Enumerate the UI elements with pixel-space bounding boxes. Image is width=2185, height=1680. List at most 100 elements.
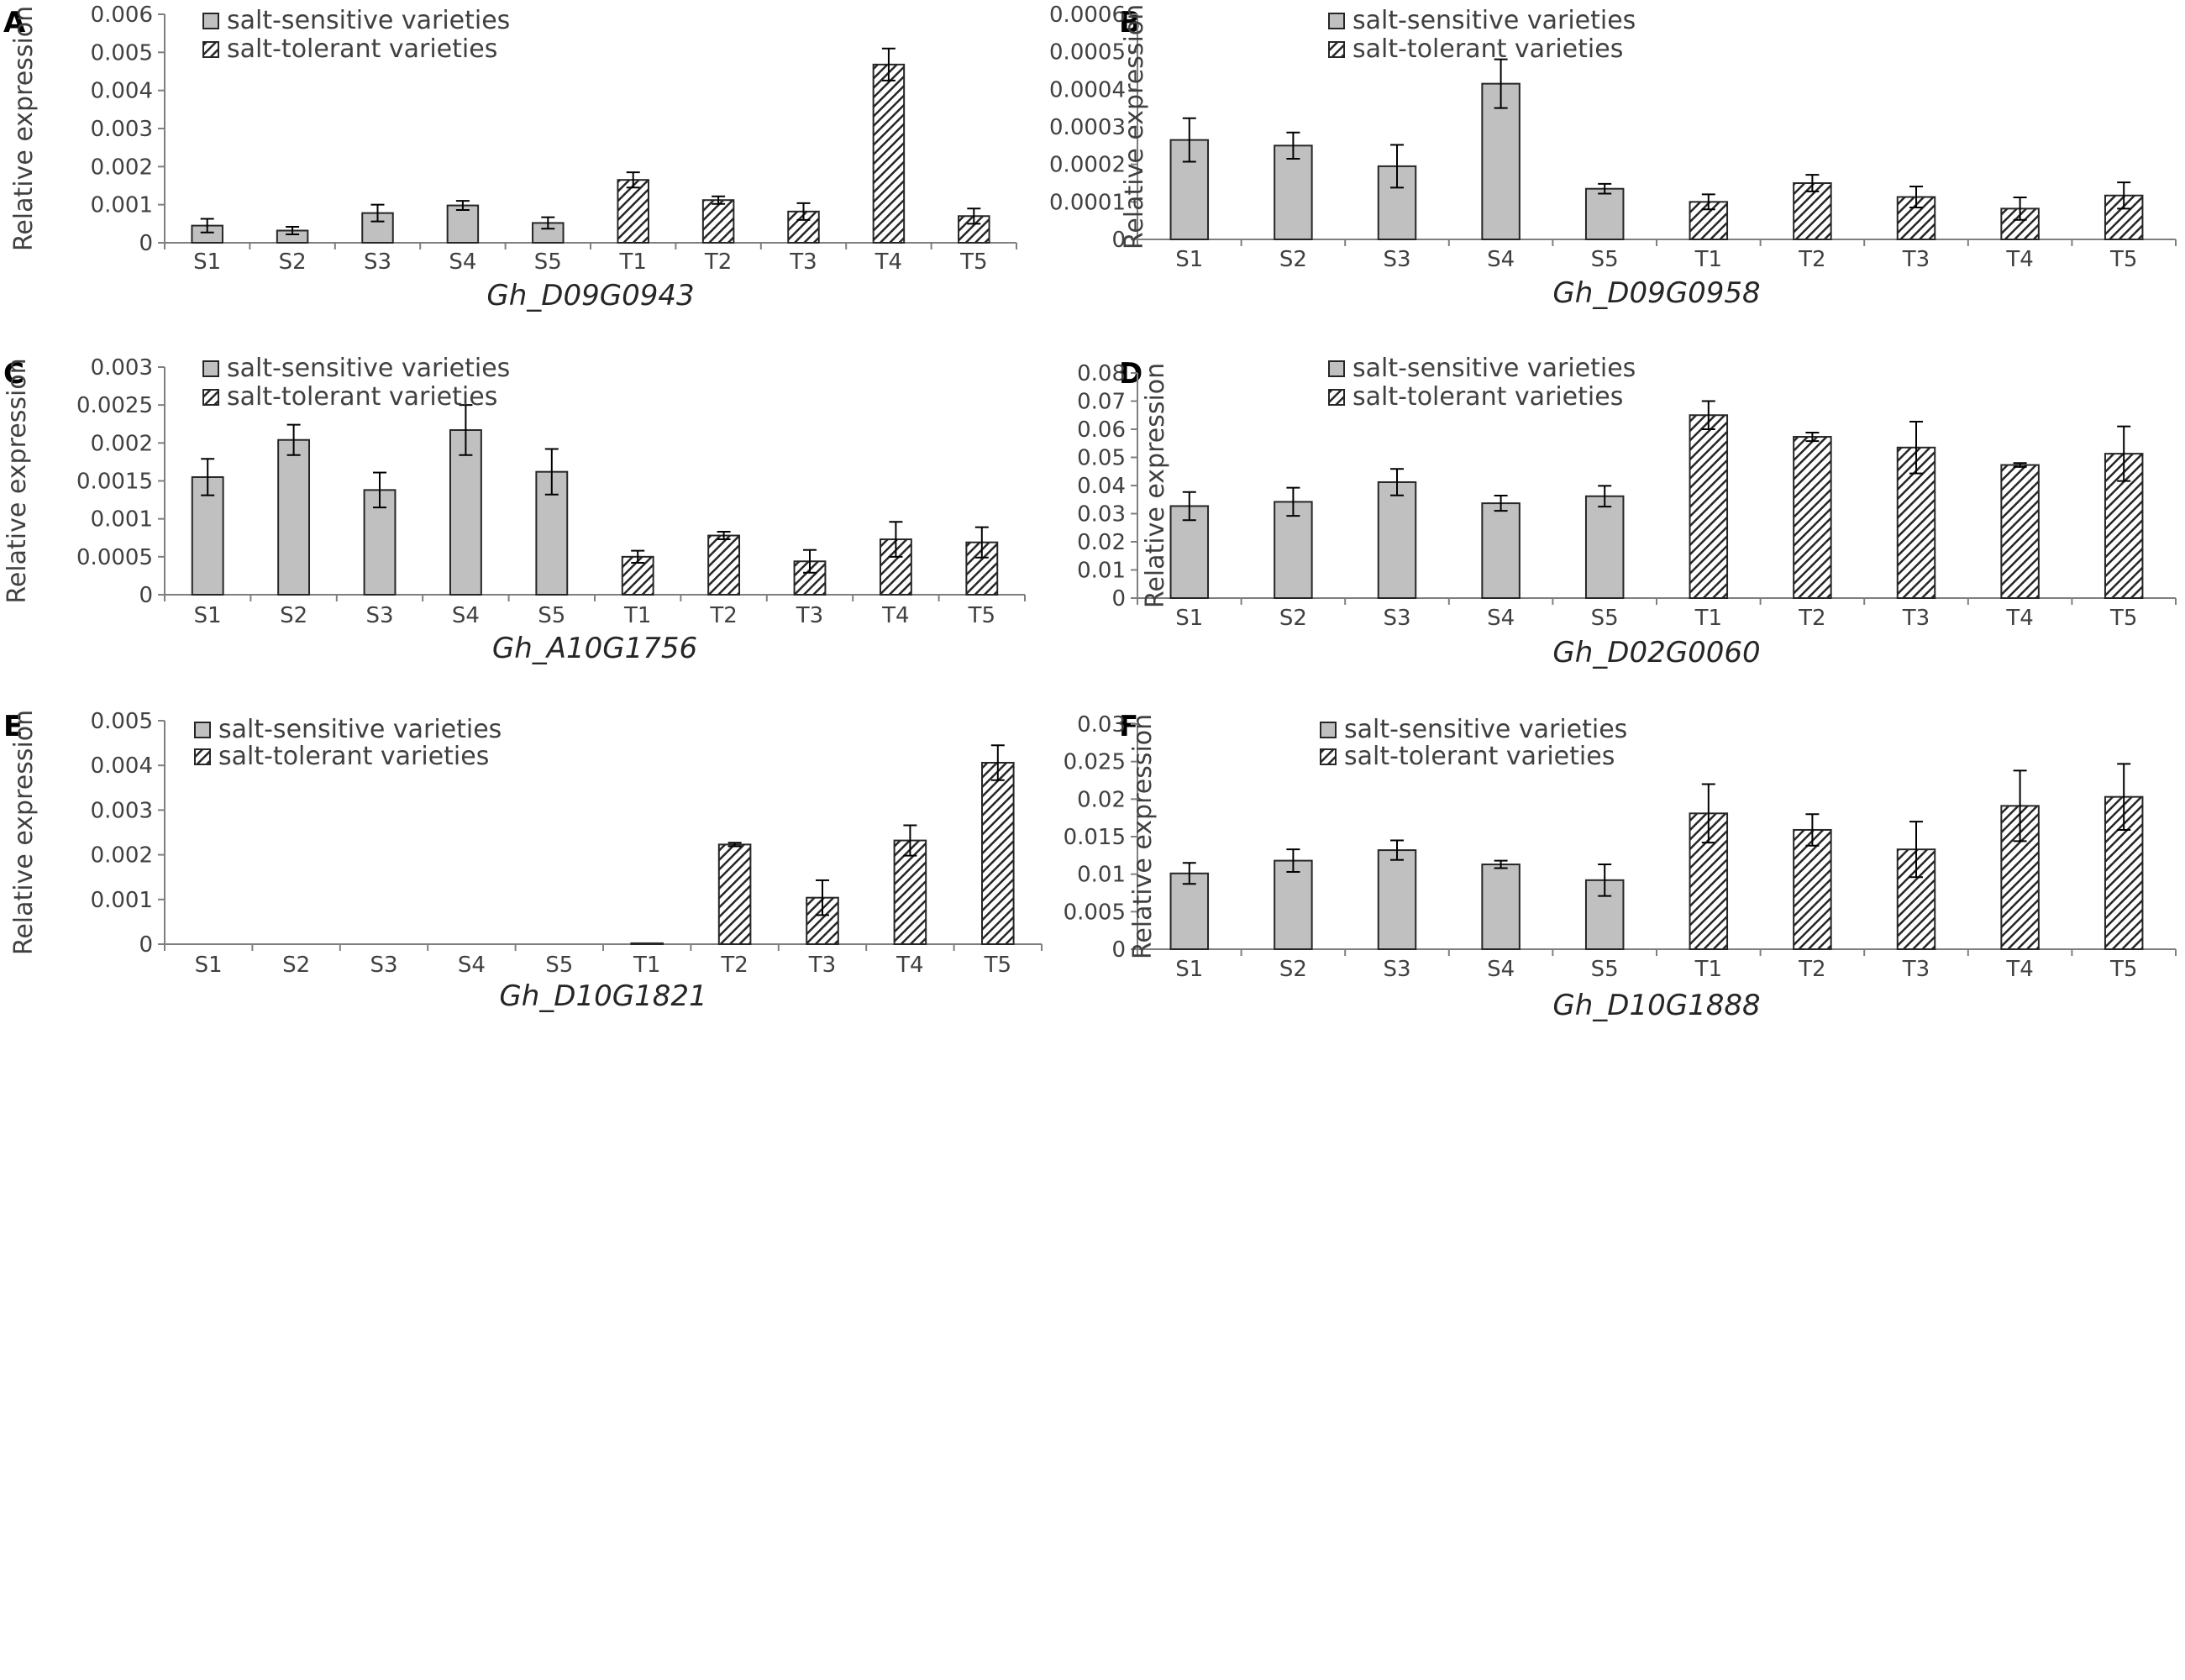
error-bar-s5 — [1598, 864, 1612, 897]
legend-swatch-tolerant — [1328, 389, 1345, 406]
bar-s2 — [1274, 501, 1313, 599]
error-bar-s4 — [1494, 495, 1508, 512]
y-tick-label: 0.0001 — [1049, 190, 1126, 215]
panel-letter: F — [1119, 710, 1138, 743]
y-tick-label: 0.01 — [1077, 863, 1126, 888]
x-tick-label: T2 — [709, 603, 737, 628]
x-tick-label: S5 — [545, 953, 573, 978]
x-tick-label: T2 — [1798, 957, 1825, 982]
legend-swatch-tolerant — [202, 41, 219, 58]
x-tick-label: S2 — [282, 953, 310, 978]
bar-t1 — [1689, 414, 1729, 599]
x-tick-label: T1 — [1694, 247, 1722, 272]
gene-label: Gh_D09G0943 — [486, 279, 694, 312]
panel-letter: C — [3, 357, 24, 391]
y-axis-label: Relative expression — [1128, 714, 1158, 959]
legend-label-sensitive: salt-sensitive varieties — [1344, 715, 1627, 744]
legend-swatch-sensitive — [202, 13, 219, 29]
x-tick-label: S3 — [1383, 957, 1410, 982]
error-bar-t2 — [727, 842, 742, 848]
error-bar-s1 — [1182, 862, 1196, 885]
gene-label: Gh_A10G1756 — [492, 632, 697, 665]
y-tick-label: 0 — [139, 231, 153, 256]
error-bar-t3 — [796, 202, 811, 221]
legend-label-tolerant: salt-tolerant varieties — [1352, 382, 1623, 412]
error-bar-s1 — [1182, 117, 1196, 163]
error-bar-t4 — [2013, 196, 2027, 221]
chart-panel-f: F 0 0.005 0.01 0.015 0.02 0.025 0.03 S1 S2 S3 S4 S5 T… — [1064, 710, 2177, 1022]
y-tick-label: 0.005 — [91, 40, 153, 66]
x-tick-label: T2 — [1798, 247, 1825, 272]
y-tick-label: 0 — [139, 583, 153, 608]
y-axis-label: Relative expression — [1120, 4, 1149, 249]
gene-label: Gh_D10G1888 — [1552, 989, 1760, 1022]
legend-swatch-tolerant — [194, 748, 211, 765]
x-tick-label: T1 — [1694, 957, 1722, 982]
y-tick-label: 0.001 — [91, 888, 153, 913]
legend-swatch-sensitive — [1328, 13, 1345, 29]
x-tick-label: T4 — [875, 249, 902, 275]
x-tick-label: T1 — [618, 249, 646, 275]
y-tick-label: 0.002 — [91, 431, 153, 456]
y-tick-label: 0.004 — [91, 753, 153, 779]
x-tick-label: T3 — [808, 953, 836, 978]
x-tick-label: S5 — [538, 603, 565, 628]
error-bar-t2 — [717, 531, 731, 541]
chart-panel-b: B00.00010.00020.00030.00040.00050.0006S1… — [1049, 3, 2177, 310]
x-tick-label: T2 — [1798, 606, 1825, 631]
y-axis-label: Relative expression — [1141, 363, 1170, 608]
x-tick-label: S3 — [365, 603, 393, 628]
error-bar-t3 — [816, 879, 829, 916]
x-tick-label: T3 — [1902, 247, 1930, 272]
error-bar-s2 — [286, 423, 301, 456]
x-tick-label: T5 — [959, 249, 987, 275]
bar-t1 — [617, 179, 649, 244]
y-tick-label: 0.004 — [91, 79, 153, 104]
x-tick-label: T3 — [1902, 957, 1930, 982]
y-tick-label: 0.025 — [1064, 750, 1126, 775]
legend-swatch-sensitive — [1328, 360, 1345, 377]
x-tick-label: S5 — [1591, 606, 1619, 631]
error-bar-t2 — [1805, 174, 1820, 192]
y-tick-label: 0.005 — [1064, 900, 1126, 925]
x-tick-label: S4 — [452, 603, 480, 628]
error-bar-s3 — [1390, 839, 1404, 861]
legend-swatch-sensitive — [202, 360, 219, 377]
y-tick-label: 0.08 — [1077, 361, 1126, 386]
legend-swatch-tolerant — [202, 389, 219, 406]
error-bar-s4 — [459, 404, 473, 456]
error-bar-t3 — [1909, 420, 1923, 475]
x-tick-label: S5 — [1591, 247, 1619, 272]
bar-s5 — [1584, 495, 1625, 599]
error-bar-t4 — [903, 824, 917, 857]
error-bar-t2 — [1805, 813, 1820, 847]
y-tick-label: 0 — [1111, 586, 1126, 612]
chart-panel-c: C 0 0.0005 0.001 0.0015 0.002 0.0025 0.003 S1 S2 S… — [3, 354, 1026, 665]
bar-s2 — [277, 438, 311, 596]
y-tick-label: 0.05 — [1077, 446, 1126, 471]
bar-s3 — [1377, 480, 1417, 599]
error-bar-t1 — [1701, 783, 1715, 844]
gene-label: Gh_D09G0958 — [1552, 276, 1760, 310]
bar-t2 — [1793, 436, 1832, 599]
bar-t2 — [701, 199, 735, 244]
error-bar-s4 — [455, 200, 470, 212]
legend-label-tolerant: salt-tolerant varieties — [227, 34, 497, 64]
error-bar-s2 — [1286, 848, 1300, 873]
y-tick-label: 0.03 — [1077, 712, 1126, 738]
x-tick-label: T4 — [896, 953, 923, 978]
error-bar-s5 — [1598, 182, 1612, 195]
y-tick-label: 0.0005 — [76, 545, 153, 570]
x-tick-label: S3 — [1383, 606, 1410, 631]
x-tick-label: T2 — [704, 249, 732, 275]
bar-t5 — [981, 762, 1015, 945]
bar-t2 — [717, 843, 752, 946]
x-tick-label: T3 — [796, 603, 823, 628]
error-bar-s2 — [1286, 486, 1300, 517]
x-tick-label: S1 — [193, 249, 221, 275]
